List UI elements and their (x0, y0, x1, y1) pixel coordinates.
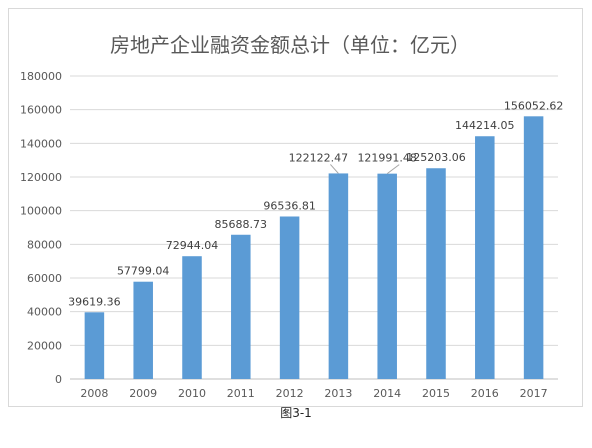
leader-line (330, 164, 339, 174)
x-axis-ticks: 2008 2009 2010 2011 2012 2013 2014 2015 2016 2017 (80, 387, 547, 400)
bar-2012 (279, 216, 300, 379)
data-label-2012: 96536.81 (263, 199, 316, 212)
data-label-2014: 121991.48 (357, 152, 417, 165)
data-label-2017: 156052.62 (504, 99, 564, 112)
x-tick-label: 2009 (129, 387, 157, 400)
x-tick-label: 2015 (422, 387, 450, 400)
data-label-2015: 125203.06 (406, 151, 466, 164)
bar-2011 (231, 234, 251, 379)
leader-line (386, 164, 400, 175)
data-label-2016: 144214.05 (455, 119, 515, 132)
x-tick-label: 2010 (178, 387, 206, 400)
y-axis-ticks: 0 20000 40000 60000 80000 100000 120000 140000 1… (20, 70, 62, 386)
bar-2008 (84, 312, 105, 379)
y-tick-label: 80000 (27, 238, 62, 251)
x-tick-label: 2017 (520, 387, 548, 400)
data-label-2009: 57799.04 (117, 265, 170, 278)
bar-2015 (426, 168, 446, 379)
y-tick-label: 140000 (20, 137, 62, 150)
bar-2009 (133, 281, 153, 379)
bar-2016 (475, 136, 495, 379)
y-tick-label: 160000 (20, 104, 62, 117)
x-tick-label: 2012 (276, 387, 304, 400)
bar-2010 (182, 256, 202, 379)
data-label-2008: 39619.36 (68, 295, 121, 308)
bar-2013 (328, 173, 349, 379)
y-tick-label: 180000 (20, 70, 62, 83)
x-tick-label: 2011 (227, 387, 255, 400)
y-tick-label: 120000 (20, 171, 62, 184)
y-tick-label: 20000 (27, 339, 62, 352)
y-tick-label: 60000 (27, 272, 62, 285)
x-tick-label: 2014 (373, 387, 401, 400)
data-label-2010: 72944.04 (166, 239, 219, 252)
x-tick-label: 2016 (471, 387, 499, 400)
x-tick-label: 2013 (324, 387, 352, 400)
data-label-2013: 122122.47 (289, 151, 349, 164)
data-label-2011: 85688.73 (215, 218, 268, 231)
bar-2017 (523, 116, 544, 379)
figure-caption: 图3-1 (280, 406, 312, 420)
y-tick-label: 100000 (20, 205, 62, 218)
x-tick-label: 2008 (80, 387, 108, 400)
y-tick-label: 40000 (27, 306, 62, 319)
bars (84, 116, 544, 379)
y-tick-label: 0 (55, 373, 62, 386)
bar-2014 (377, 173, 397, 379)
data-labels: 39619.36 57799.04 72944.04 85688.73 96536.81… (68, 99, 563, 308)
chart-title: 房地产企业融资金额总计（单位：亿元） (110, 33, 470, 57)
